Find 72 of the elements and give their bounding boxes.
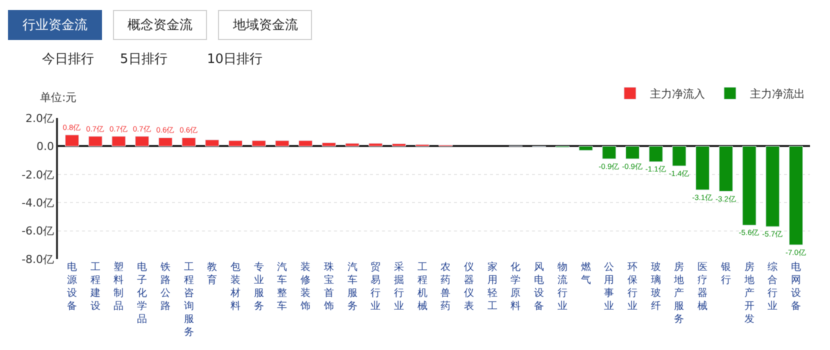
text: 10日排行: [207, 52, 263, 67]
x-tick-label: 环保行业: [628, 262, 638, 312]
bar: [345, 143, 360, 146]
bar: [625, 146, 640, 160]
x-tick-label: 工程机械: [417, 262, 428, 312]
x-tick-label: 玻璃玻纤: [650, 261, 661, 312]
x-tick-label: 装修装饰: [300, 261, 311, 312]
x-tick-label: 电子化学品: [137, 261, 148, 325]
bar: [742, 146, 756, 226]
x-tick-label: 农药兽药: [440, 262, 451, 312]
y-tick-label: -2.0亿: [22, 168, 54, 182]
y-tick-label: 2.0亿: [26, 112, 54, 125]
x-tick-label: 塑料制品: [114, 261, 124, 312]
x-tick-label: 工程建设: [89, 262, 100, 312]
x-tick-label: 工程咨询服务: [184, 262, 194, 338]
x-tick-label: 教育: [207, 262, 218, 286]
x-tick-label: 贸易行业: [370, 261, 381, 312]
x-tick-label: 燃气: [580, 261, 591, 286]
y-axis-title: 单位:元: [40, 91, 77, 104]
bar: [88, 136, 102, 146]
x-tick-label: 医疗器械: [698, 262, 708, 312]
x-tick-label: 珠宝首饰: [322, 261, 334, 312]
y-tick-label: -4.0亿: [22, 196, 54, 210]
text: 行业资金流: [22, 17, 88, 33]
x-tick-label: 电源设备: [67, 261, 78, 312]
x-tick-label: 汽车服务: [347, 261, 358, 312]
x-tick-label: 风电设备: [534, 262, 544, 312]
x-tick-label: 化学原料: [510, 261, 521, 312]
legend-label: 主力净流入: [650, 88, 705, 101]
bar: [766, 146, 780, 227]
bar: [368, 143, 383, 146]
bar: [64, 134, 80, 146]
bar: [672, 146, 686, 166]
x-tick-label: 房地产开发: [743, 261, 754, 325]
x-tick-label: 家用轻工: [487, 261, 498, 312]
bar: [322, 142, 336, 146]
y-tick-label: 0.0: [36, 140, 54, 154]
bar: [158, 137, 172, 146]
x-tick-label: 综合行业: [768, 261, 778, 312]
y-tick-label: -6.0亿: [22, 224, 54, 238]
bar: [275, 140, 290, 146]
y-tick-label: -8.0亿: [22, 252, 54, 266]
x-tick-label: 铁路公路: [159, 261, 170, 312]
legend-label: 主力净流出: [750, 88, 805, 101]
x-tick-label: 采掘行业: [394, 261, 404, 312]
bar: [392, 143, 406, 146]
bar: [182, 137, 196, 146]
x-tick-label: 银行: [720, 262, 731, 286]
x-tick-label: 汽车整车: [277, 261, 288, 312]
bar: [298, 140, 313, 146]
bar: [135, 136, 150, 146]
text: 概念资金流: [128, 17, 192, 33]
bar: [112, 136, 126, 146]
bar: [205, 140, 220, 146]
x-tick-label: 电网设备: [790, 261, 801, 312]
text: 地域资金流: [232, 17, 298, 33]
x-tick-label: 房地产服务: [673, 261, 684, 325]
x-tick-label: 仪器仪表: [464, 261, 474, 312]
bar: [648, 146, 663, 162]
x-tick-label: 物流行业: [557, 262, 568, 312]
bar: [718, 146, 733, 192]
x-tick-label: 专业服务: [254, 261, 264, 312]
bar: [228, 140, 243, 146]
x-tick-label: 包装材料: [229, 261, 240, 312]
text: 5日排行: [120, 52, 168, 67]
bar: [696, 146, 710, 190]
bar: [788, 146, 804, 246]
bar: [252, 140, 266, 146]
x-tick-label: 公用事业: [604, 261, 614, 312]
bar: [602, 146, 616, 160]
text: 今日排行: [42, 52, 94, 67]
bar: [578, 146, 593, 151]
